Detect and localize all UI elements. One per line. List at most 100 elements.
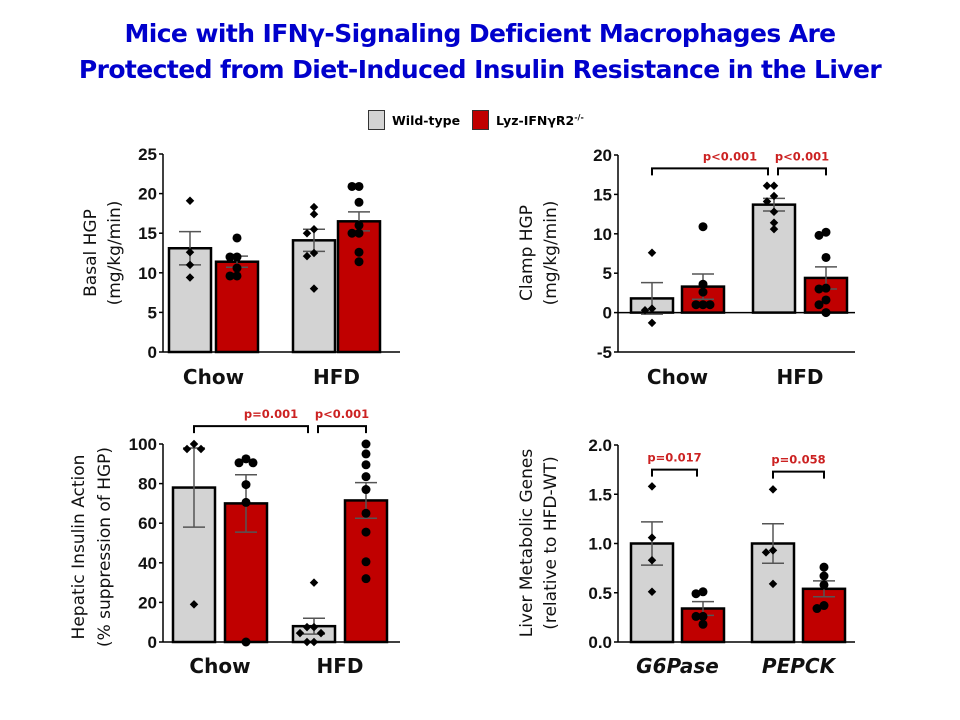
y-tick-label: 15: [593, 185, 612, 204]
data-point-ko-1-4: [361, 485, 371, 495]
data-point-ko-0-4: [232, 271, 242, 281]
data-point-wt-0-0: [647, 482, 657, 491]
y-tick-label: 10: [138, 264, 157, 283]
data-point-wt-0-1: [647, 304, 657, 313]
data-point-ko-0-1: [698, 279, 708, 289]
y-axis-label-line-1: Hepatic Insulin Action: [69, 455, 89, 640]
data-point-ko-0-2: [225, 252, 235, 262]
y-tick-label: 0: [603, 304, 612, 323]
data-point-ko-1-8: [361, 574, 371, 584]
data-point-wt-1-1: [309, 622, 319, 632]
data-point-ko-1-5: [821, 295, 831, 305]
data-point-wt-1-4: [309, 248, 319, 258]
data-point-ko-0-3: [241, 480, 251, 490]
y-tick-label: 0.0: [588, 633, 612, 652]
y-axis-label-line-2: (mg/kg/min): [105, 201, 125, 306]
y-tick-label: 100: [129, 435, 157, 454]
data-point-wt-0-3: [185, 273, 195, 282]
data-point-ko-1-7: [354, 257, 364, 267]
y-tick-label: 10: [593, 225, 612, 244]
data-point-ko-1-2: [819, 580, 829, 590]
data-point-ko-1-1: [361, 449, 371, 459]
data-point-ko-1-1: [347, 181, 357, 191]
x-category-label: HFD: [313, 365, 360, 389]
chart-panel-genes: Liver Metabolic Genes (relative to HFD-WT…: [517, 436, 855, 678]
data-point-wt-0-1: [647, 533, 657, 542]
y-axis-label-line-2: (mg/kg/min): [541, 201, 561, 306]
x-category-label: PEPCK: [762, 654, 837, 678]
y-axis-label-line-2: (relative to HFD-WT): [541, 456, 561, 630]
p-value-label: p<0.001: [703, 149, 757, 163]
y-tick-label: 80: [138, 475, 157, 494]
chart-panel-clamp: Clamp HGP (mg/kg/min) -5 0 5 10 15 20 Chow HFD p<0…: [517, 146, 855, 389]
data-point-ko-0-4: [698, 619, 708, 629]
data-point-wt-1-2: [761, 548, 771, 557]
significance-bracket: [777, 167, 827, 176]
significance-bracket: [651, 468, 698, 477]
data-point-ko-0-0: [698, 587, 708, 597]
y-tick-label: 0.5: [588, 584, 612, 603]
y-tick-label: 0: [148, 343, 157, 362]
y-tick-label: 20: [138, 185, 157, 204]
slide-title: Mice with IFNγ-Signaling Deficient Macro…: [0, 16, 960, 88]
data-point-ko-1-3: [361, 472, 371, 482]
data-point-ko-1-5: [347, 228, 357, 238]
data-point-wt-1-1: [309, 209, 319, 219]
x-category-label: Chow: [647, 365, 708, 389]
data-point-wt-0-2: [196, 444, 206, 454]
y-tick-label: 20: [138, 593, 157, 612]
data-point-wt-0-0: [647, 248, 657, 257]
data-point-ko-1-1: [819, 571, 829, 581]
y-tick-label: 5: [148, 303, 157, 322]
x-category-label: Chow: [189, 654, 250, 678]
p-value-label: p=0.001: [244, 407, 298, 421]
data-point-ko-1-3: [819, 601, 829, 611]
y-tick-label: 1.5: [588, 485, 612, 504]
bar-wt-hfd: [291, 239, 337, 354]
y-tick-label: 0: [148, 633, 157, 652]
title-line-1: Mice with IFNγ-Signaling Deficient Macro…: [124, 19, 836, 48]
data-point-ko-1-2: [821, 252, 831, 262]
data-point-wt-1-3: [302, 228, 312, 238]
y-axis-label-line-1: Clamp HGP: [517, 205, 537, 301]
y-axis-label-line-1: Liver Metabolic Genes: [517, 449, 537, 638]
data-point-ko-1-6: [361, 527, 371, 537]
data-point-ko-0-3: [691, 611, 701, 621]
chart-panel-hepatic: Hepatic Insulin Action (% suppression of …: [69, 407, 400, 678]
data-point-wt-0-0: [185, 196, 195, 205]
data-point-wt-0-2: [647, 556, 657, 565]
legend-label-wild-type: Wild-type: [392, 113, 461, 128]
data-point-wt-1-1: [762, 181, 772, 190]
x-category-label: HFD: [776, 365, 823, 389]
data-point-wt-1-1: [768, 546, 778, 555]
data-point-ko-0-1: [232, 252, 242, 262]
data-point-ko-0-2: [248, 458, 258, 468]
data-point-ko-0-2: [698, 287, 708, 297]
data-point-ko-1-4: [354, 228, 364, 238]
data-point-ko-1-3: [354, 220, 364, 230]
data-point-wt-0-2: [185, 260, 195, 270]
legend-label-knockout-sup: -/-: [574, 113, 584, 122]
data-point-ko-0-4: [691, 300, 701, 310]
data-point-wt-1-4: [295, 628, 305, 638]
data-point-wt-0-0: [189, 439, 199, 449]
data-point-ko-0-2: [698, 611, 708, 621]
data-point-wt-1-3: [768, 579, 778, 589]
data-point-ko-0-1: [691, 589, 701, 599]
p-value-label: p<0.001: [315, 407, 369, 421]
data-point-wt-1-0: [309, 578, 319, 587]
data-point-ko-0-5: [705, 300, 715, 310]
data-point-wt-1-2: [302, 622, 312, 632]
data-point-ko-1-4: [814, 284, 824, 294]
data-point-ko-0-1: [234, 458, 244, 468]
significance-bracket: [193, 425, 309, 434]
data-point-wt-1-6: [309, 284, 319, 293]
data-point-ko-0-0: [698, 222, 708, 232]
data-point-ko-1-5: [361, 508, 371, 518]
chart-panel-basal: Basal HGP (mg/kg/min) 0 5 10 15 20 25 Chow HFD: [81, 145, 400, 389]
data-point-ko-1-0: [354, 181, 364, 191]
legend-label-knockout-text: Lyz-IFNγR2: [496, 113, 575, 129]
bar-ko-hfd: [343, 499, 389, 644]
y-axis-label-line-2: (% suppression of HGP): [95, 447, 115, 647]
